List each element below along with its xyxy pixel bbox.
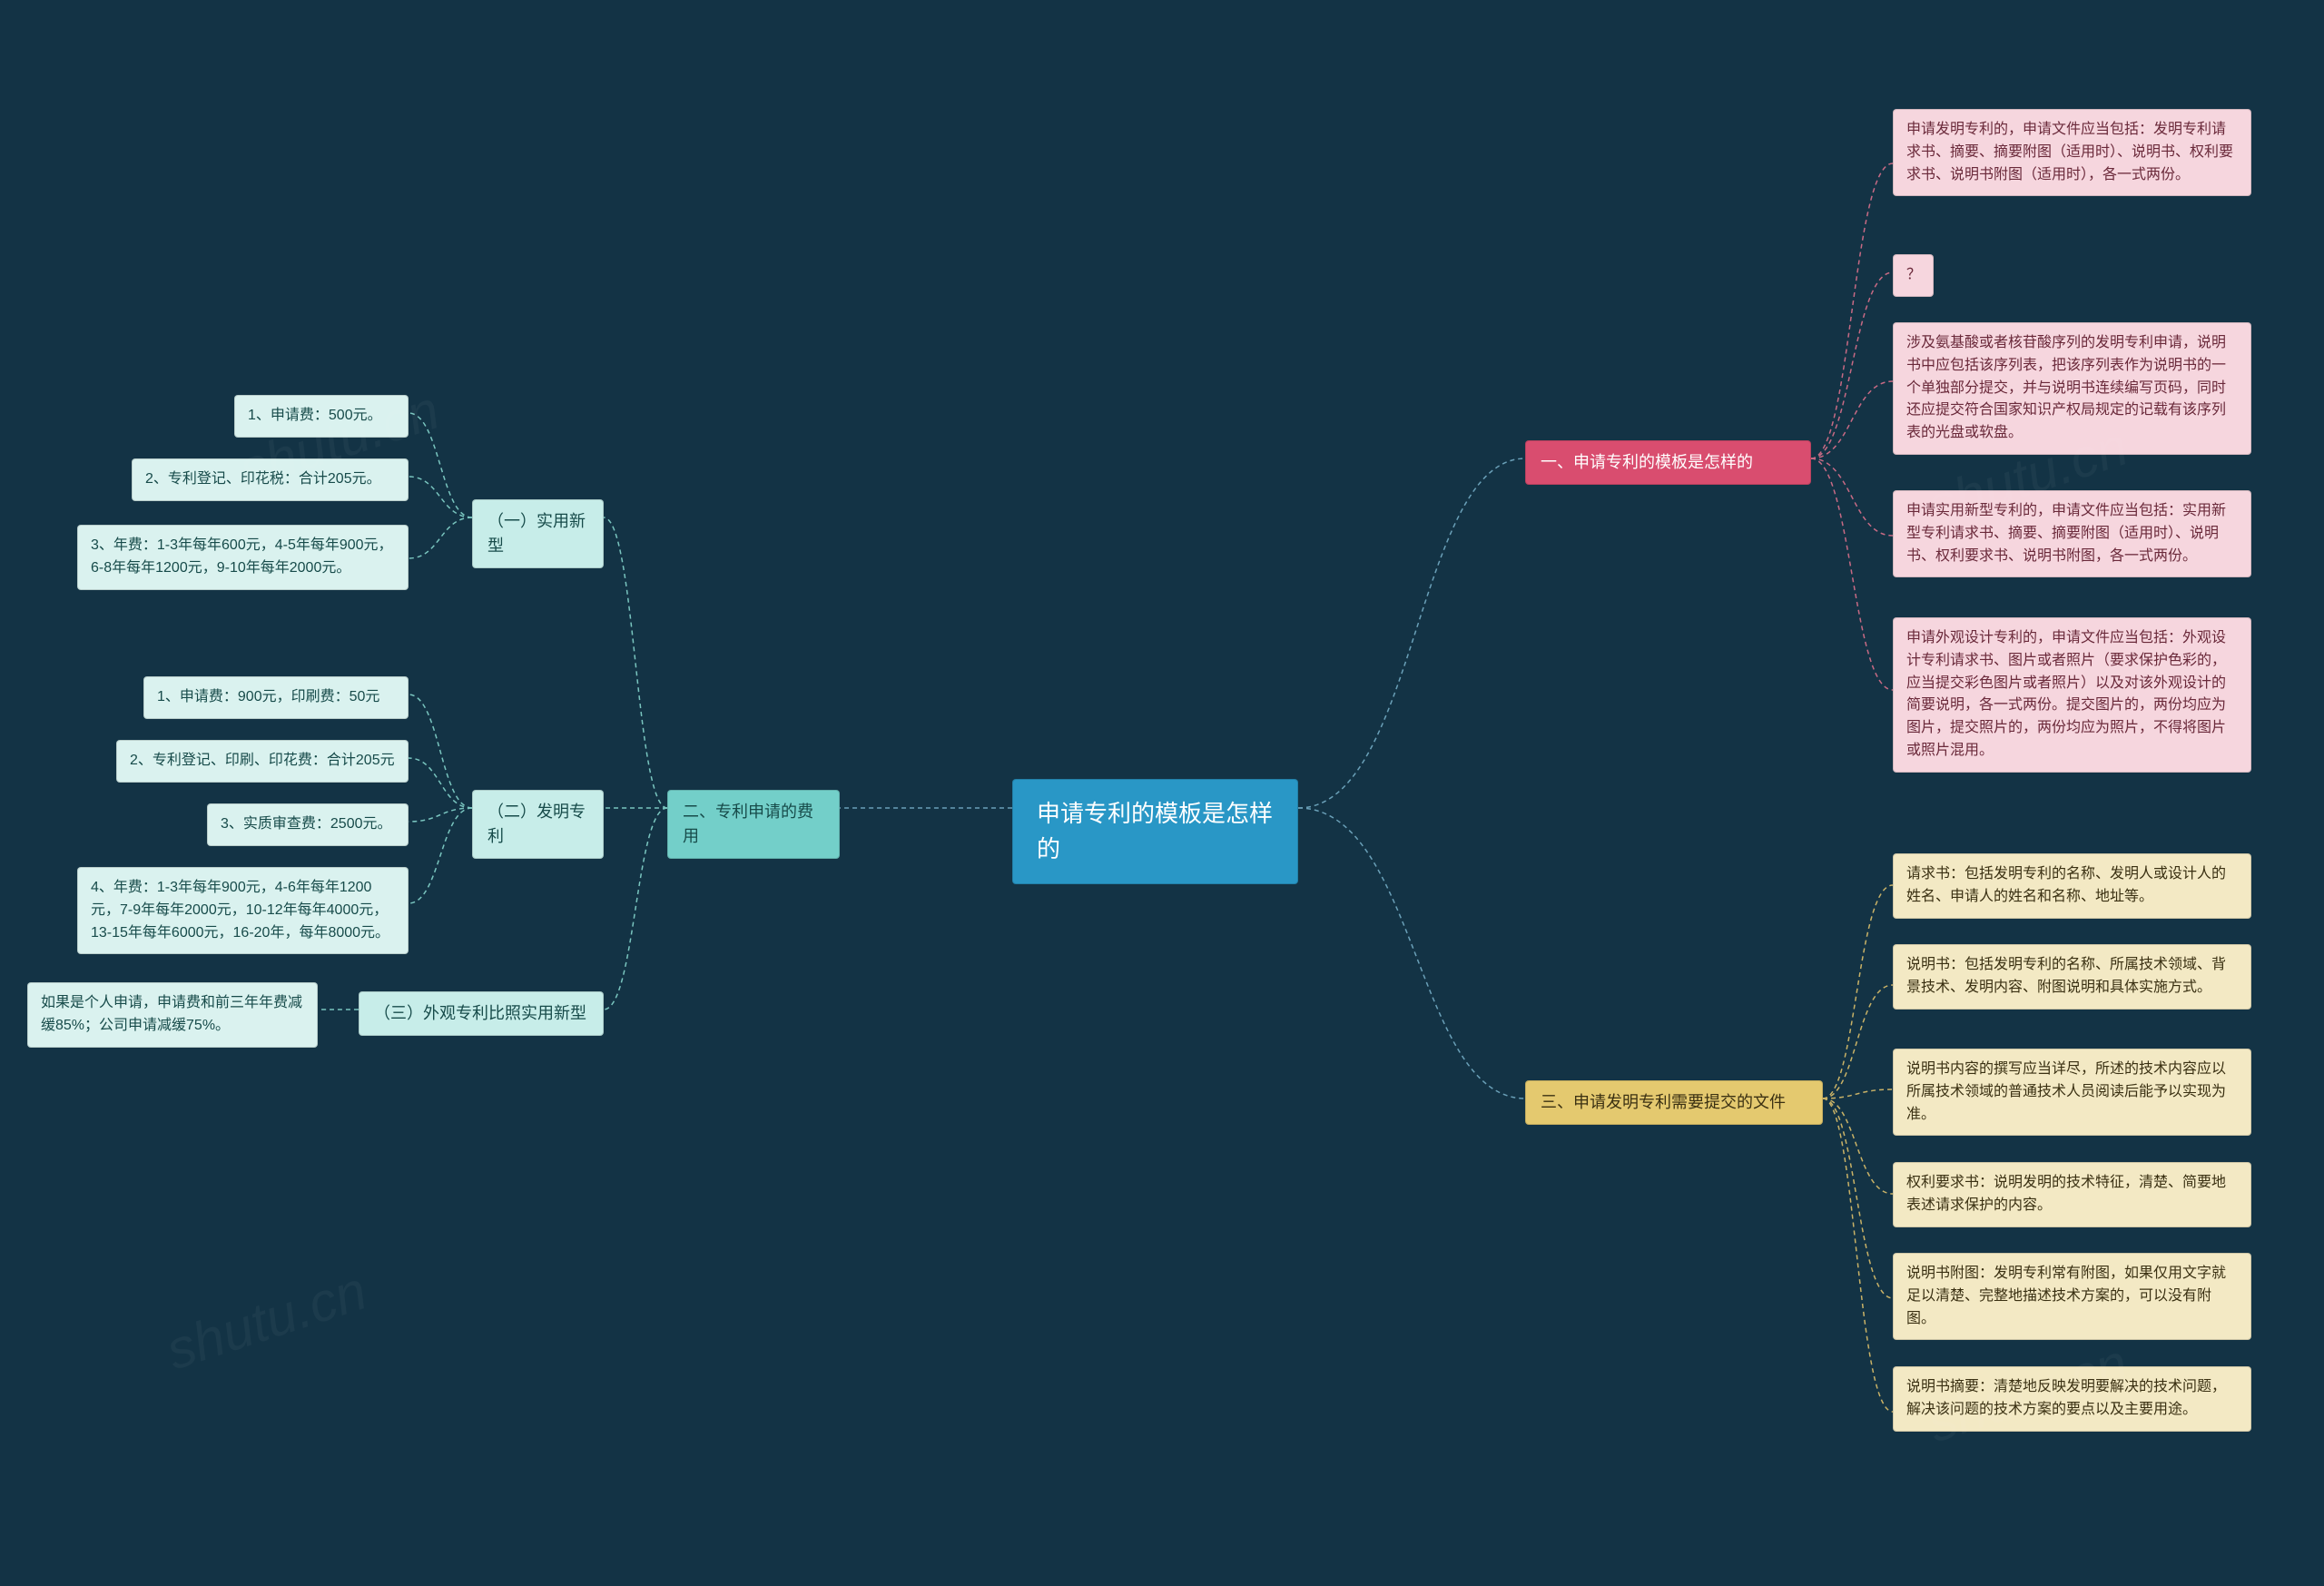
branch-1-leaf-1: ？	[1893, 254, 1934, 297]
branch-3-leaf-3: 权利要求书：说明发明的技术特征，清楚、简要地表述请求保护的内容。	[1893, 1162, 2251, 1227]
branch-2-sub-1-leaf-1: 2、专利登记、印刷、印花费：合计205元	[116, 740, 409, 783]
branch-2-sub-0-leaf-2: 3、年费：1-3年每年600元，4-5年每年900元，6-8年每年1200元，9…	[77, 525, 409, 590]
branch-2-sub-1-leaf-3: 4、年费：1-3年每年900元，4-6年每年1200元，7-9年每年2000元，…	[77, 867, 409, 954]
branch-1-leaf-2: 涉及氨基酸或者核苷酸序列的发明专利申请，说明书中应包括该序列表，把该序列表作为说…	[1893, 322, 2251, 455]
branch-1[interactable]: 一、申请专利的模板是怎样的	[1525, 440, 1811, 485]
branch-2-sub-1[interactable]: （二）发明专利	[472, 790, 604, 859]
branch-1-leaf-3: 申请实用新型专利的，申请文件应当包括：实用新型专利请求书、摘要、摘要附图（适用时…	[1893, 490, 2251, 577]
branch-2-sub-0-leaf-0: 1、申请费：500元。	[234, 395, 409, 438]
branch-2-sub-1-leaf-0: 1、申请费：900元，印刷费：50元	[143, 676, 409, 719]
branch-3-leaf-5: 说明书摘要：清楚地反映发明要解决的技术问题，解决该问题的技术方案的要点以及主要用…	[1893, 1366, 2251, 1432]
branch-2-sub-0-leaf-1: 2、专利登记、印花税：合计205元。	[132, 458, 409, 501]
branch-3-leaf-0: 请求书：包括发明专利的名称、发明人或设计人的姓名、申请人的姓名和名称、地址等。	[1893, 853, 2251, 919]
branch-3[interactable]: 三、申请发明专利需要提交的文件	[1525, 1080, 1823, 1125]
watermark: shutu.cn	[159, 1259, 374, 1383]
branch-2[interactable]: 二、专利申请的费用	[667, 790, 840, 859]
branch-3-leaf-1: 说明书：包括发明专利的名称、所属技术领域、背景技术、发明内容、附图说明和具体实施…	[1893, 944, 2251, 1010]
branch-3-leaf-4: 说明书附图：发明专利常有附图，如果仅用文字就足以清楚、完整地描述技术方案的，可以…	[1893, 1253, 2251, 1340]
branch-2-sub-0[interactable]: （一）实用新型	[472, 499, 604, 568]
branch-3-leaf-2: 说明书内容的撰写应当详尽，所述的技术内容应以所属技术领域的普通技术人员阅读后能予…	[1893, 1049, 2251, 1136]
branch-1-leaf-0: 申请发明专利的，申请文件应当包括：发明专利请求书、摘要、摘要附图（适用时）、说明…	[1893, 109, 2251, 196]
branch-2-sub-1-leaf-2: 3、实质审查费：2500元。	[207, 803, 409, 846]
branch-1-leaf-4: 申请外观设计专利的，申请文件应当包括：外观设计专利请求书、图片或者照片（要求保护…	[1893, 617, 2251, 773]
root-node[interactable]: 申请专利的模板是怎样的	[1012, 779, 1298, 884]
branch-2-sub-2-leaf-0: 如果是个人申请，申请费和前三年年费减缓85%；公司申请减缓75%。	[27, 982, 318, 1048]
branch-2-sub-2[interactable]: （三）外观专利比照实用新型	[359, 991, 604, 1036]
